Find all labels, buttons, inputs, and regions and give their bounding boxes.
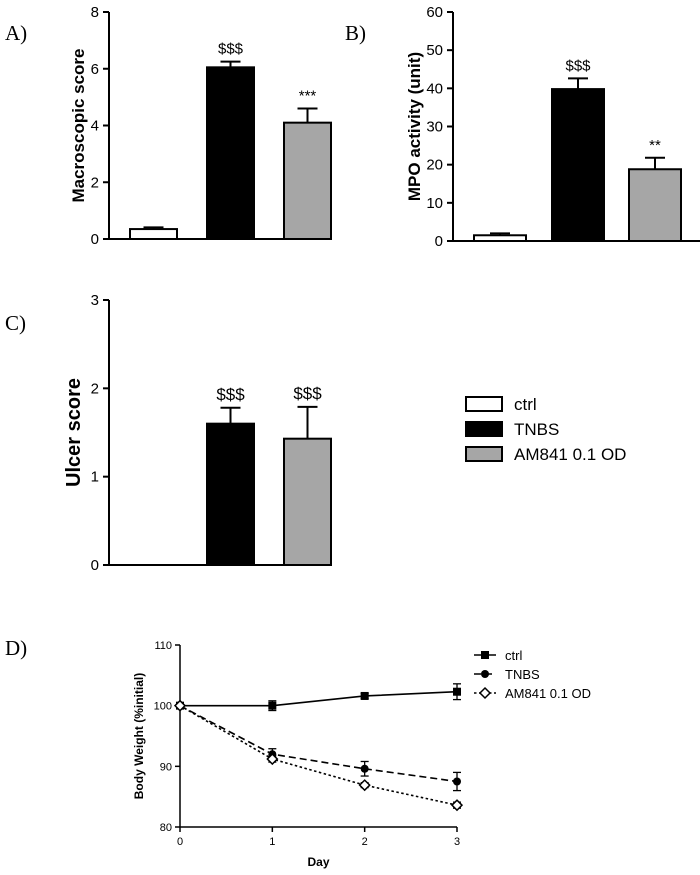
bar-ctrl — [129, 228, 178, 241]
legend-label: ctrl — [505, 648, 522, 663]
data-point — [268, 701, 277, 710]
y-tick-label: 100 — [154, 701, 172, 713]
y-tick-label: 6 — [91, 61, 99, 78]
legend-label: AM841 0.1 OD — [514, 445, 626, 464]
y-tick-label: 2 — [91, 174, 99, 191]
legend-label: AM841 0.1 OD — [505, 686, 591, 701]
bar-ctrl — [473, 234, 527, 242]
y-tick-label: 30 — [426, 119, 443, 136]
panel-label: D) — [5, 636, 27, 660]
panel-3: C) 0 1 2 3 Ulcer score $$$ $$$ — [5, 292, 332, 574]
bar-am841-0-1-od — [628, 168, 682, 243]
significance-label: $$$ — [216, 385, 245, 404]
data-point — [453, 687, 461, 696]
significance-label: $$$ — [565, 57, 591, 74]
y-tick-label: 1 — [91, 469, 99, 486]
legend-label: TNBS — [505, 667, 540, 682]
significance-label: $$$ — [293, 384, 322, 403]
y-tick-label: 8 — [91, 4, 99, 21]
series-line — [180, 690, 458, 707]
y-axis-label: Macroscopic score — [69, 48, 88, 202]
y-tick-label: 0 — [435, 233, 443, 250]
x-axis-label: Day — [307, 855, 329, 869]
panel-4: D) 80 90 100 110 0 1 2 3 Day Body Weight (%initial… — [5, 636, 591, 869]
series-line — [179, 704, 458, 806]
y-tick-label: 4 — [91, 118, 99, 135]
y-tick-label: 20 — [426, 157, 443, 174]
y-axis-label: MPO activity (unit) — [405, 52, 424, 201]
y-axis-label: Ulcer score — [63, 378, 85, 487]
y-tick-label: 90 — [160, 761, 172, 773]
y-tick-label: 10 — [426, 195, 443, 212]
legend-swatch — [465, 396, 503, 412]
data-point — [453, 777, 461, 786]
data-point — [481, 670, 489, 678]
y-tick-label: 110 — [154, 640, 172, 652]
y-tick-label: 0 — [91, 557, 99, 574]
data-point — [173, 699, 187, 712]
y-tick-label: 0 — [91, 231, 99, 248]
data-point — [358, 779, 371, 792]
series-ctrl — [176, 683, 461, 712]
legend-label: TNBS — [514, 420, 559, 439]
panel-label: C) — [5, 311, 26, 335]
bar-tnbs — [206, 422, 255, 566]
data-point — [266, 752, 279, 766]
y-tick-label: 40 — [426, 80, 443, 97]
legend-swatch — [465, 446, 503, 462]
panel-label: B) — [345, 21, 366, 45]
legend-d: ctrl TNBS AM841 0.1 OD — [474, 648, 591, 701]
x-tick-label: 2 — [362, 836, 368, 848]
x-tick-label: 1 — [269, 836, 275, 848]
panel-label: A) — [5, 21, 27, 45]
legend: ctrl TNBS AM841 0.1 OD — [465, 395, 626, 464]
bar-tnbs — [206, 66, 255, 240]
y-axis-label: Body Weight (%initial) — [132, 673, 146, 799]
y-tick-label: 2 — [91, 380, 99, 397]
legend-label: ctrl — [514, 395, 537, 414]
y-tick-label: 60 — [426, 4, 443, 21]
data-point — [478, 686, 492, 700]
significance-label: $$$ — [218, 41, 244, 58]
data-point — [481, 651, 489, 659]
legend-swatch — [465, 421, 503, 437]
y-tick-label: 3 — [91, 292, 99, 309]
bar-am841-0-1-od — [283, 437, 332, 566]
data-point — [360, 691, 369, 700]
x-tick-label: 3 — [454, 836, 460, 848]
significance-label: ** — [649, 137, 661, 154]
series-line — [179, 704, 458, 783]
series-am841-0-1-od — [173, 699, 464, 812]
bar-am841-0-1-od — [283, 121, 332, 240]
significance-label: *** — [299, 87, 317, 104]
data-point — [360, 764, 369, 773]
panel-2: B) 0 10 20 30 40 50 60 MPO activity (unit) $$$ ** — [345, 4, 700, 250]
x-tick-label: 0 — [177, 836, 183, 848]
data-point — [450, 799, 464, 812]
y-tick-label: 50 — [426, 42, 443, 59]
panel-1: A) 0 2 4 6 8 Macroscopic score $$$ *** — [5, 4, 332, 248]
bar-tnbs — [551, 88, 605, 242]
series-tnbs — [176, 701, 461, 792]
y-tick-label: 80 — [160, 822, 172, 834]
